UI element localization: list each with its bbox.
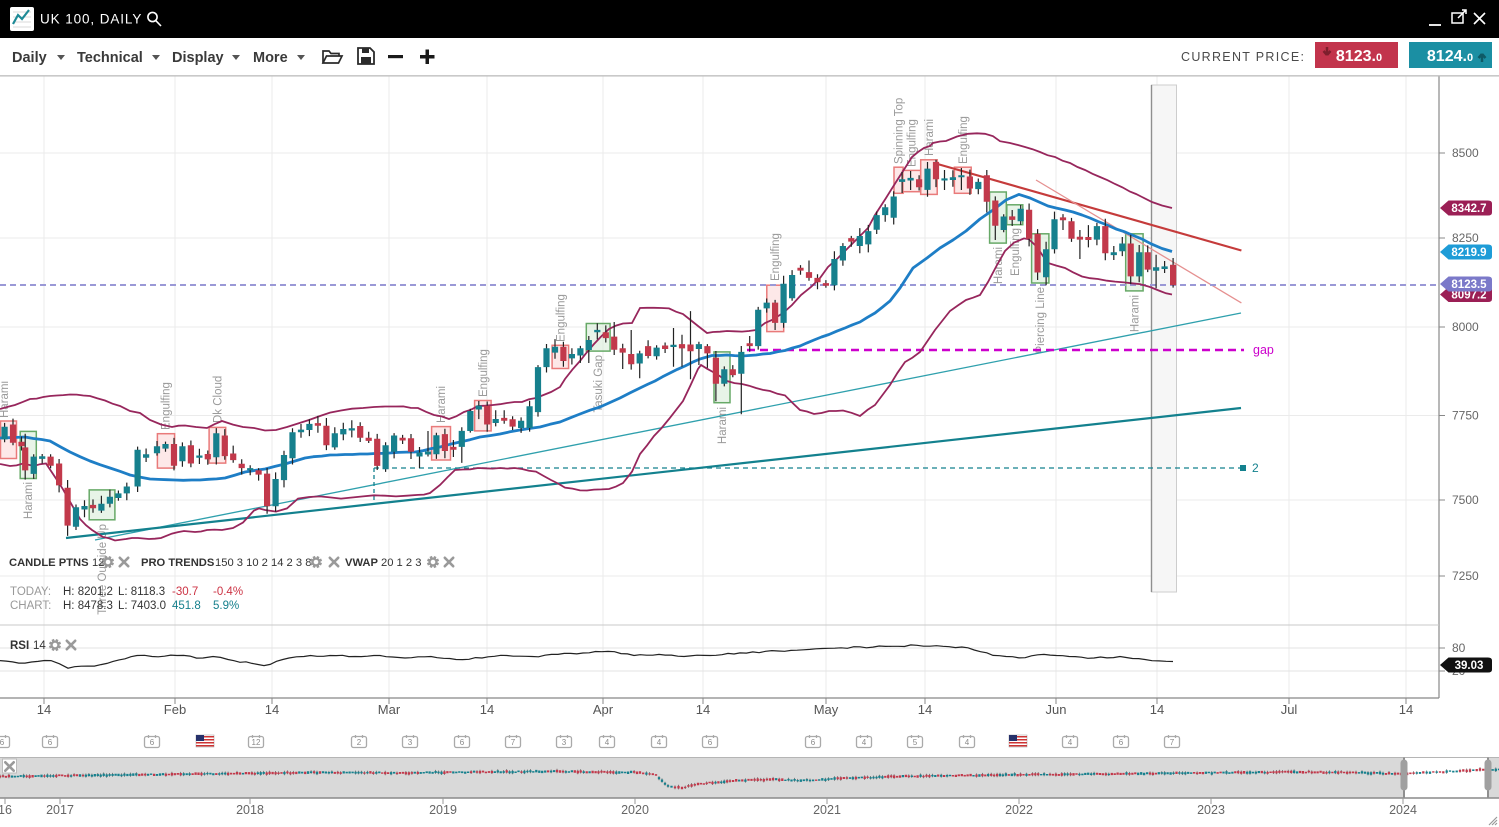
svg-text:8000: 8000: [1452, 320, 1479, 334]
svg-text:Three Outside Up: Three Outside Up: [97, 524, 109, 615]
svg-text:L: 8118.3: L: 8118.3: [118, 586, 165, 598]
svg-text:TODAY:: TODAY:: [10, 586, 51, 598]
svg-text:150 3 10 2 14 2 3 8: 150 3 10 2 14 2 3 8: [215, 557, 311, 569]
svg-text:14: 14: [918, 702, 932, 717]
svg-text:-30.7: -30.7: [172, 586, 198, 598]
svg-text:8500: 8500: [1452, 146, 1479, 160]
svg-text:8342.7: 8342.7: [1451, 203, 1486, 215]
svg-text:3: 3: [408, 738, 413, 747]
svg-text:UK 100, DAILY: UK 100, DAILY: [40, 12, 142, 27]
svg-text:6: 6: [460, 738, 465, 747]
svg-text:Dk Cloud: Dk Cloud: [212, 376, 224, 423]
svg-text:PRO TRENDS: PRO TRENDS: [141, 557, 215, 569]
svg-text:2017: 2017: [46, 803, 74, 817]
svg-text:Technical: Technical: [77, 50, 143, 66]
svg-text:Jul: Jul: [1281, 702, 1298, 717]
svg-text:2020: 2020: [621, 803, 649, 817]
svg-text:8123.5: 8123.5: [1451, 279, 1487, 291]
svg-text:Piercing Line: Piercing Line: [1035, 287, 1047, 353]
svg-text:2019: 2019: [429, 803, 457, 817]
svg-text:8124.0: 8124.0: [1427, 48, 1473, 65]
svg-text:More: More: [253, 50, 288, 66]
svg-text:L: 7403.0: L: 7403.0: [118, 600, 166, 612]
svg-text:3: 3: [562, 738, 567, 747]
svg-text:CHART:: CHART:: [10, 600, 51, 612]
svg-text:-0.4%: -0.4%: [213, 586, 243, 598]
svg-text:Daily: Daily: [12, 50, 47, 66]
svg-text:16: 16: [0, 803, 12, 817]
svg-text:4: 4: [862, 738, 867, 747]
svg-text:14: 14: [480, 702, 494, 717]
svg-text:14: 14: [696, 702, 710, 717]
svg-text:gap: gap: [1253, 343, 1274, 357]
svg-text:Tasuki Gap: Tasuki Gap: [593, 355, 605, 413]
svg-text:Engulfing: Engulfing: [555, 294, 567, 342]
svg-text:Jun: Jun: [1046, 702, 1067, 717]
svg-text:CANDLE PTNS: CANDLE PTNS: [9, 557, 89, 569]
svg-text:14: 14: [1150, 702, 1164, 717]
svg-text:80: 80: [1452, 641, 1466, 655]
svg-text:2023: 2023: [1197, 803, 1225, 817]
svg-text:Harami: Harami: [924, 119, 936, 156]
svg-text:8250: 8250: [1452, 231, 1479, 245]
svg-text:May: May: [814, 702, 839, 717]
svg-text:5: 5: [913, 738, 918, 747]
svg-text:Harami: Harami: [436, 386, 448, 423]
svg-text:14: 14: [1399, 702, 1413, 717]
svg-text:2021: 2021: [813, 803, 841, 817]
svg-text:8097.2: 8097.2: [1451, 290, 1486, 302]
svg-text:14: 14: [33, 640, 46, 652]
svg-text:14: 14: [37, 702, 51, 717]
svg-text:6: 6: [811, 738, 816, 747]
svg-text:7750: 7750: [1452, 409, 1479, 423]
svg-text:Feb: Feb: [164, 702, 186, 717]
svg-text:6: 6: [708, 738, 713, 747]
svg-text:Apr: Apr: [593, 702, 614, 717]
svg-text:Spinning Top: Spinning Top: [894, 98, 906, 164]
svg-text:Harami: Harami: [717, 407, 729, 444]
svg-text:6: 6: [150, 738, 155, 747]
svg-text:H: 8478.3: H: 8478.3: [63, 600, 113, 612]
svg-text:8123.0: 8123.0: [1336, 48, 1382, 65]
svg-text:8219.9: 8219.9: [1451, 247, 1486, 259]
svg-text:Display: Display: [172, 50, 224, 66]
svg-text:Engulfing: Engulfing: [907, 119, 919, 167]
svg-text:6: 6: [48, 738, 53, 747]
svg-text:Engulfing: Engulfing: [478, 349, 490, 397]
svg-text:H: 8201.2: H: 8201.2: [63, 586, 113, 598]
svg-text:20 1 2 3: 20 1 2 3: [381, 557, 421, 569]
svg-text:4: 4: [1068, 738, 1073, 747]
svg-text:Harami: Harami: [1129, 295, 1141, 332]
svg-text:Engulfing: Engulfing: [958, 116, 970, 164]
svg-text:2018: 2018: [236, 803, 264, 817]
svg-text:2024: 2024: [1389, 803, 1417, 817]
svg-text:7: 7: [511, 738, 516, 747]
svg-text:4: 4: [605, 738, 610, 747]
svg-text:4: 4: [657, 738, 662, 747]
svg-text:2: 2: [357, 738, 362, 747]
svg-text:Engulfing: Engulfing: [161, 382, 173, 430]
svg-text:7250: 7250: [1452, 569, 1479, 583]
svg-text:6: 6: [1119, 738, 1124, 747]
svg-text:Mar: Mar: [378, 702, 401, 717]
svg-text:451.8: 451.8: [172, 600, 201, 612]
svg-text:2: 2: [1252, 461, 1259, 475]
svg-text:4: 4: [965, 738, 970, 747]
svg-text:Harami: Harami: [0, 381, 11, 418]
svg-text:39.03: 39.03: [1455, 660, 1484, 672]
svg-text:7: 7: [1170, 738, 1175, 747]
svg-text:14: 14: [265, 702, 279, 717]
svg-text:Engulfing: Engulfing: [1010, 228, 1022, 276]
svg-text:Harami: Harami: [23, 482, 35, 519]
svg-text:6: 6: [0, 738, 5, 747]
svg-text:RSI: RSI: [10, 640, 29, 652]
svg-text:12: 12: [252, 738, 261, 747]
svg-text:CURRENT PRICE:: CURRENT PRICE:: [1181, 50, 1305, 64]
svg-text:2022: 2022: [1005, 803, 1033, 817]
svg-text:5.9%: 5.9%: [213, 600, 239, 612]
svg-text:VWAP: VWAP: [345, 557, 378, 569]
svg-text:12: 12: [92, 557, 104, 569]
svg-text:7500: 7500: [1452, 493, 1479, 507]
svg-text:Engulfing: Engulfing: [770, 233, 782, 281]
